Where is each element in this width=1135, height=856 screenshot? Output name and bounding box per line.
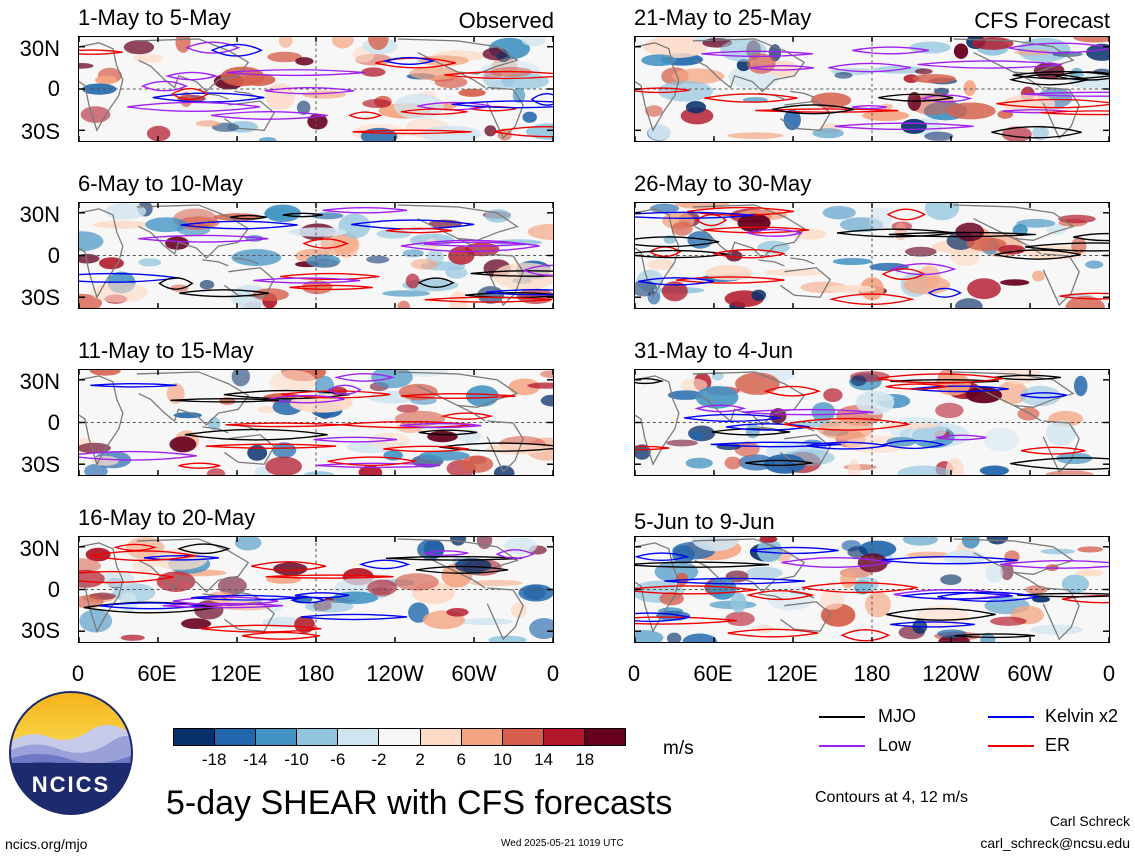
panel-title-7: 16-May to 20-May — [78, 505, 256, 530]
xtick-0: 0 — [71, 661, 85, 686]
xtick-120e: 120E — [210, 661, 262, 686]
colorbar-swatch — [215, 729, 257, 745]
colorbar-swatch — [461, 729, 503, 745]
colorbar-unit: m/s — [663, 738, 694, 759]
panel-title-4: 26-May to 30-May — [634, 171, 812, 196]
map-panel — [78, 369, 554, 476]
legend-label-er: ER — [1045, 735, 1071, 755]
colorbar-swatch — [338, 729, 380, 745]
xtick-0-end: 0 — [546, 661, 560, 686]
panel-title-3: 6-May to 10-May — [78, 171, 244, 196]
ncics-logo-graphic: NCICS — [9, 691, 133, 815]
map-graphic — [635, 37, 1109, 141]
ytick-0: 0 — [47, 76, 60, 101]
colorbar-tick-label: 2 — [415, 750, 425, 769]
map-panel — [78, 536, 554, 643]
map-panel — [634, 36, 1110, 142]
legend-line-er — [988, 745, 1034, 747]
panel-title-5: 11-May to 15-May — [78, 338, 254, 363]
map-panel — [634, 369, 1110, 476]
ytick-30s: 30S — [20, 119, 60, 144]
ytick-0: 0 — [47, 243, 60, 268]
xtick-120w: 120W — [366, 661, 424, 686]
legend-line-kelvin — [988, 716, 1034, 718]
main-title: 5-day SHEAR with CFS forecasts — [166, 784, 673, 822]
legend-label-mjo: MJO — [878, 706, 916, 726]
colorbar-swatch — [297, 729, 339, 745]
panel-tag-observed: Observed — [458, 8, 554, 33]
colorbar — [173, 728, 626, 746]
colorbar-tick-label: -2 — [371, 750, 387, 769]
colorbar-tick-label: -6 — [330, 750, 346, 769]
footer-timestamp: Wed 2025-05-21 1019 UTC — [501, 838, 624, 849]
colorbar-tick-label: 14 — [534, 750, 554, 769]
ytick-30n: 30N — [19, 36, 60, 61]
ncics-logo: NCICS — [9, 691, 133, 815]
logo-text: NCICS — [32, 772, 110, 797]
colorbar-swatch — [584, 729, 626, 745]
xtick-60e: 60E — [137, 661, 177, 686]
map-panel — [78, 202, 554, 309]
ytick-0: 0 — [47, 577, 60, 602]
panel-tag-forecast: CFS Forecast — [974, 8, 1110, 33]
colorbar-tick-label: 10 — [492, 750, 512, 769]
colorbar-tick-label: -14 — [243, 750, 268, 769]
map-panel — [634, 202, 1110, 309]
ytick-30n: 30N — [19, 202, 60, 227]
panel-title-6: 31-May to 4-Jun — [634, 338, 793, 363]
contours-note: Contours at 4, 12 m/s — [815, 789, 968, 806]
map-graphic — [635, 203, 1109, 308]
colorbar-tick-label: -18 — [201, 750, 227, 769]
panel-title-2: 21-May to 25-May — [634, 5, 812, 30]
xtick-60w: 60W — [1007, 661, 1053, 686]
colorbar-tick-label: -10 — [284, 750, 309, 769]
colorbar-swatch — [420, 729, 462, 745]
panel-title-1: 1-May to 5-May — [78, 5, 231, 30]
legend-line-low — [819, 745, 865, 747]
ytick-30n: 30N — [19, 369, 60, 394]
footer-author: Carl Schreck — [1049, 813, 1130, 829]
xtick-60e: 60E — [693, 661, 733, 686]
xtick-180: 180 — [853, 661, 891, 686]
colorbar-swatch — [502, 729, 544, 745]
legend-label-kelvin: Kelvin x2 — [1045, 706, 1119, 726]
colorbar-swatch — [379, 729, 421, 745]
xtick-60w: 60W — [451, 661, 497, 686]
ytick-0: 0 — [47, 410, 60, 435]
map-panel — [634, 536, 1110, 643]
xtick-180: 180 — [297, 661, 335, 686]
map-graphic — [635, 370, 1109, 475]
map-graphic — [79, 537, 553, 642]
xtick-0: 0 — [627, 661, 641, 686]
ytick-30s: 30S — [20, 452, 60, 477]
footer-site-link[interactable]: ncics.org/mjo — [5, 836, 88, 852]
map-graphic — [79, 203, 553, 308]
map-graphic — [79, 370, 553, 475]
ytick-30s: 30S — [20, 285, 60, 310]
xtick-0-end: 0 — [1102, 661, 1116, 686]
colorbar-swatch — [256, 729, 298, 745]
legend-label-low: Low — [878, 735, 912, 755]
xtick-120e: 120E — [766, 661, 818, 686]
map-graphic — [635, 537, 1109, 642]
map-panel — [78, 36, 554, 142]
colorbar-swatch — [174, 729, 216, 745]
colorbar-swatch — [543, 729, 585, 745]
legend-line-mjo — [819, 716, 865, 718]
ytick-30n: 30N — [19, 536, 60, 561]
panel-title-8: 5-Jun to 9-Jun — [634, 509, 775, 534]
colorbar-tick-label: 6 — [456, 750, 466, 769]
ytick-30s: 30S — [20, 618, 60, 643]
xtick-120w: 120W — [922, 661, 980, 686]
map-graphic — [79, 37, 553, 141]
colorbar-tick-label: 18 — [575, 750, 595, 769]
footer-email: carl_schreck@ncsu.edu — [980, 835, 1130, 851]
